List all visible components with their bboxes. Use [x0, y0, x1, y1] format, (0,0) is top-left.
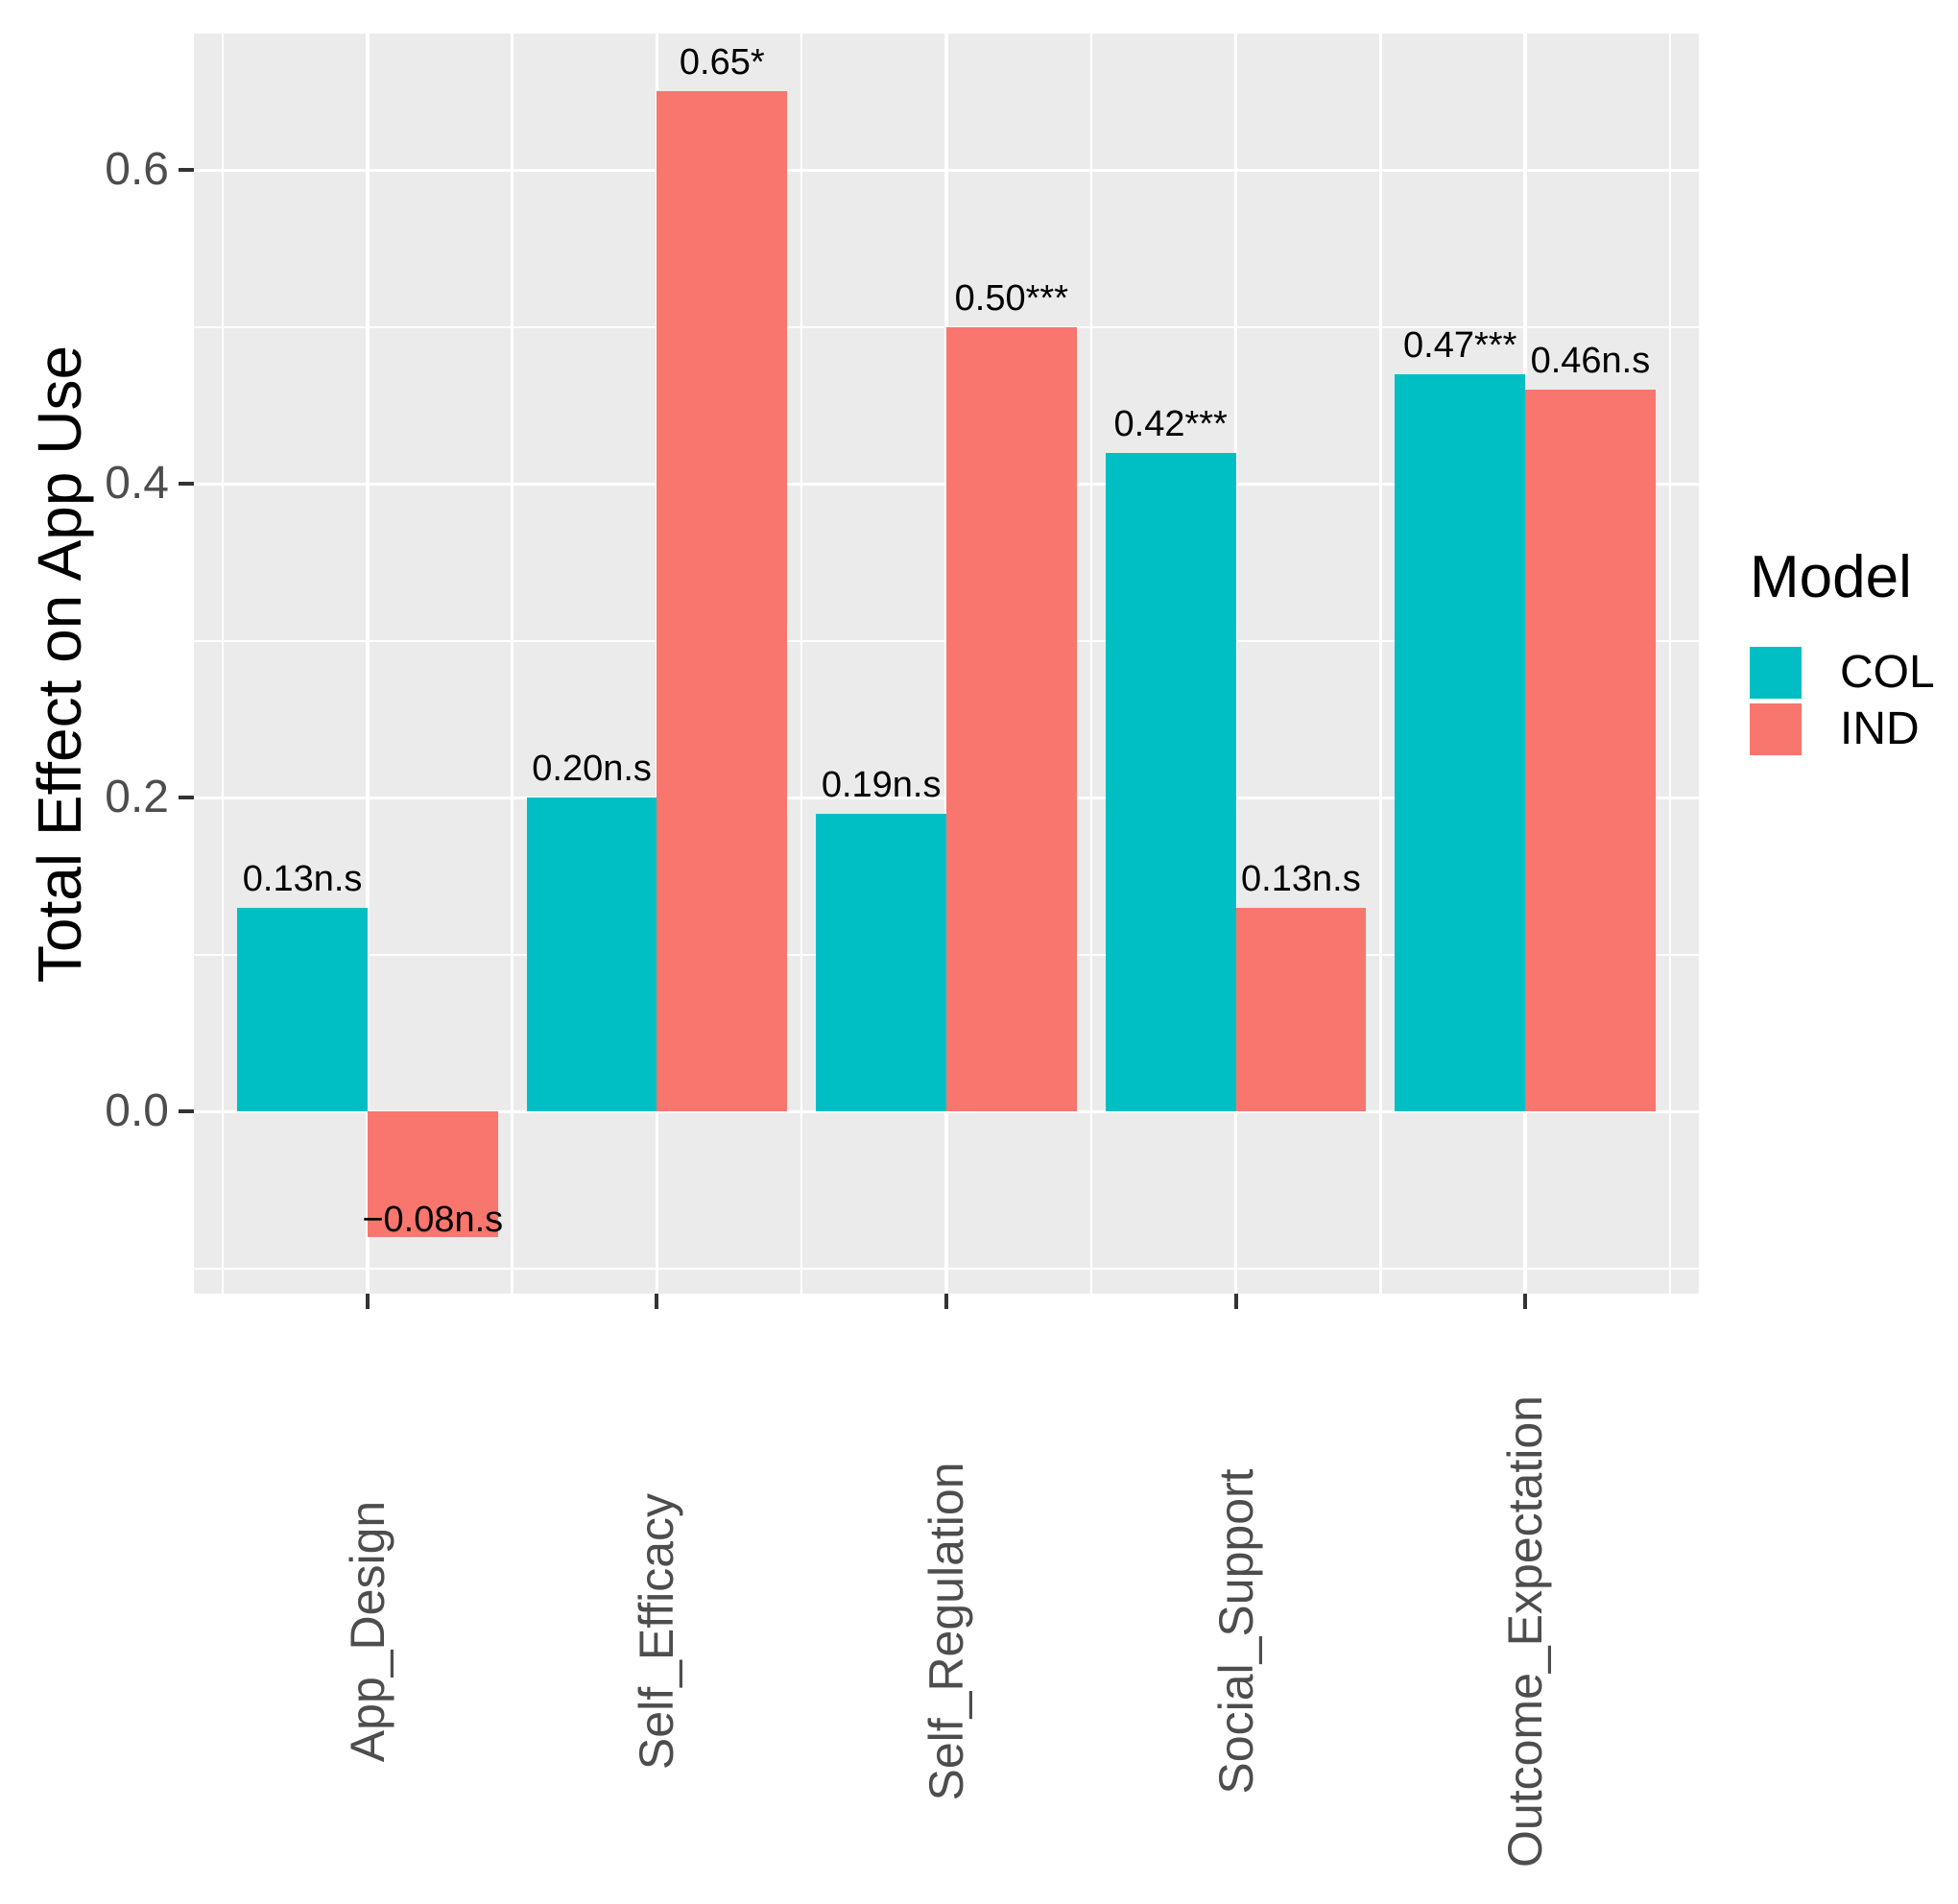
bar-value-label-IND-Self_Regulation: 0.50***	[954, 277, 1068, 319]
x-axis-tick-label-Self_Regulation: Self_Regulation	[919, 1462, 973, 1801]
legend-item-col: COL	[1750, 647, 1935, 699]
minor-gridline-vertical	[1379, 34, 1382, 1294]
y-axis-tick-mark	[179, 796, 194, 800]
y-axis-tick-label: 0.2	[105, 772, 169, 823]
x-axis-tick-mark	[365, 1294, 370, 1309]
legend: Model COL IND	[1750, 545, 1935, 760]
minor-gridline-vertical	[1668, 34, 1672, 1294]
x-axis-tick-mark	[655, 1294, 659, 1309]
y-axis-tick-mark	[179, 482, 194, 487]
bar-IND-Self_Regulation	[946, 326, 1077, 1112]
x-axis-tick-mark	[1523, 1294, 1528, 1309]
bar-value-label-COL-Self_Regulation: 0.19n.s	[821, 764, 942, 805]
bar-value-label-IND-Social_Support: 0.13n.s	[1241, 858, 1361, 899]
bar-value-label-COL-Outcome_Expectation: 0.47***	[1403, 324, 1517, 366]
y-axis-tick-label: 0.6	[105, 144, 169, 196]
x-axis-tick-label-Outcome_Expectation: Outcome_Expectation	[1498, 1395, 1553, 1868]
bar-COL-Self_Regulation	[816, 813, 946, 1112]
y-axis-tick-mark	[179, 1109, 194, 1114]
bar-COL-Self_Efficacy	[526, 797, 657, 1112]
bar-value-label-IND-Self_Efficacy: 0.65*	[679, 42, 765, 83]
bar-value-label-IND-App_Design: −0.08n.s	[362, 1200, 504, 1241]
bar-value-label-COL-Self_Efficacy: 0.20n.s	[532, 749, 652, 790]
bar-value-label-COL-Social_Support: 0.42***	[1113, 403, 1228, 444]
x-axis-tick-label-Social_Support: Social_Support	[1208, 1468, 1263, 1795]
legend-key-col-swatch	[1750, 647, 1802, 699]
y-axis-tick-label: 0.4	[105, 458, 169, 510]
x-axis-tick-mark	[1233, 1294, 1238, 1309]
y-axis-tick-mark	[179, 168, 194, 173]
minor-gridline-vertical	[221, 34, 225, 1294]
legend-title: Model	[1750, 544, 1912, 610]
bar-COL-App_Design	[237, 907, 368, 1112]
bar-IND-App_Design	[367, 1111, 498, 1238]
plot-panel: 0.13n.s 0.20n.s 0.19n.s 0.42*** 0.47*** −0.08…	[194, 34, 1699, 1294]
bar-value-label-IND-Outcome_Expectation: 0.46n.s	[1530, 341, 1651, 382]
bar-COL-Outcome_Expectation	[1395, 373, 1526, 1112]
legend-label-col: COL	[1840, 647, 1935, 698]
x-axis-tick-label-App_Design: App_Design	[340, 1500, 394, 1763]
x-axis-tick-label-Self_Efficacy: Self_Efficacy	[630, 1492, 684, 1771]
minor-gridline-vertical	[1089, 34, 1093, 1294]
legend-key-ind-swatch	[1750, 703, 1802, 755]
minor-gridline-vertical	[511, 34, 513, 1294]
legend-label-ind: IND	[1840, 703, 1920, 754]
bar-IND-Self_Efficacy	[657, 91, 788, 1112]
major-gridline-vertical	[366, 34, 370, 1294]
bar-IND-Outcome_Expectation	[1525, 390, 1656, 1112]
major-gridline-vertical	[1233, 34, 1238, 1294]
minor-gridline-vertical	[800, 34, 803, 1294]
bar-COL-Social_Support	[1105, 452, 1236, 1112]
bar-IND-Social_Support	[1235, 907, 1367, 1112]
y-axis-tick-label: 0.0	[105, 1085, 169, 1137]
y-axis-title: Total Effect on App Use	[25, 345, 94, 983]
legend-item-ind: IND	[1750, 703, 1935, 755]
x-axis-tick-mark	[944, 1294, 948, 1309]
bar-value-label-COL-App_Design: 0.13n.s	[242, 858, 363, 899]
